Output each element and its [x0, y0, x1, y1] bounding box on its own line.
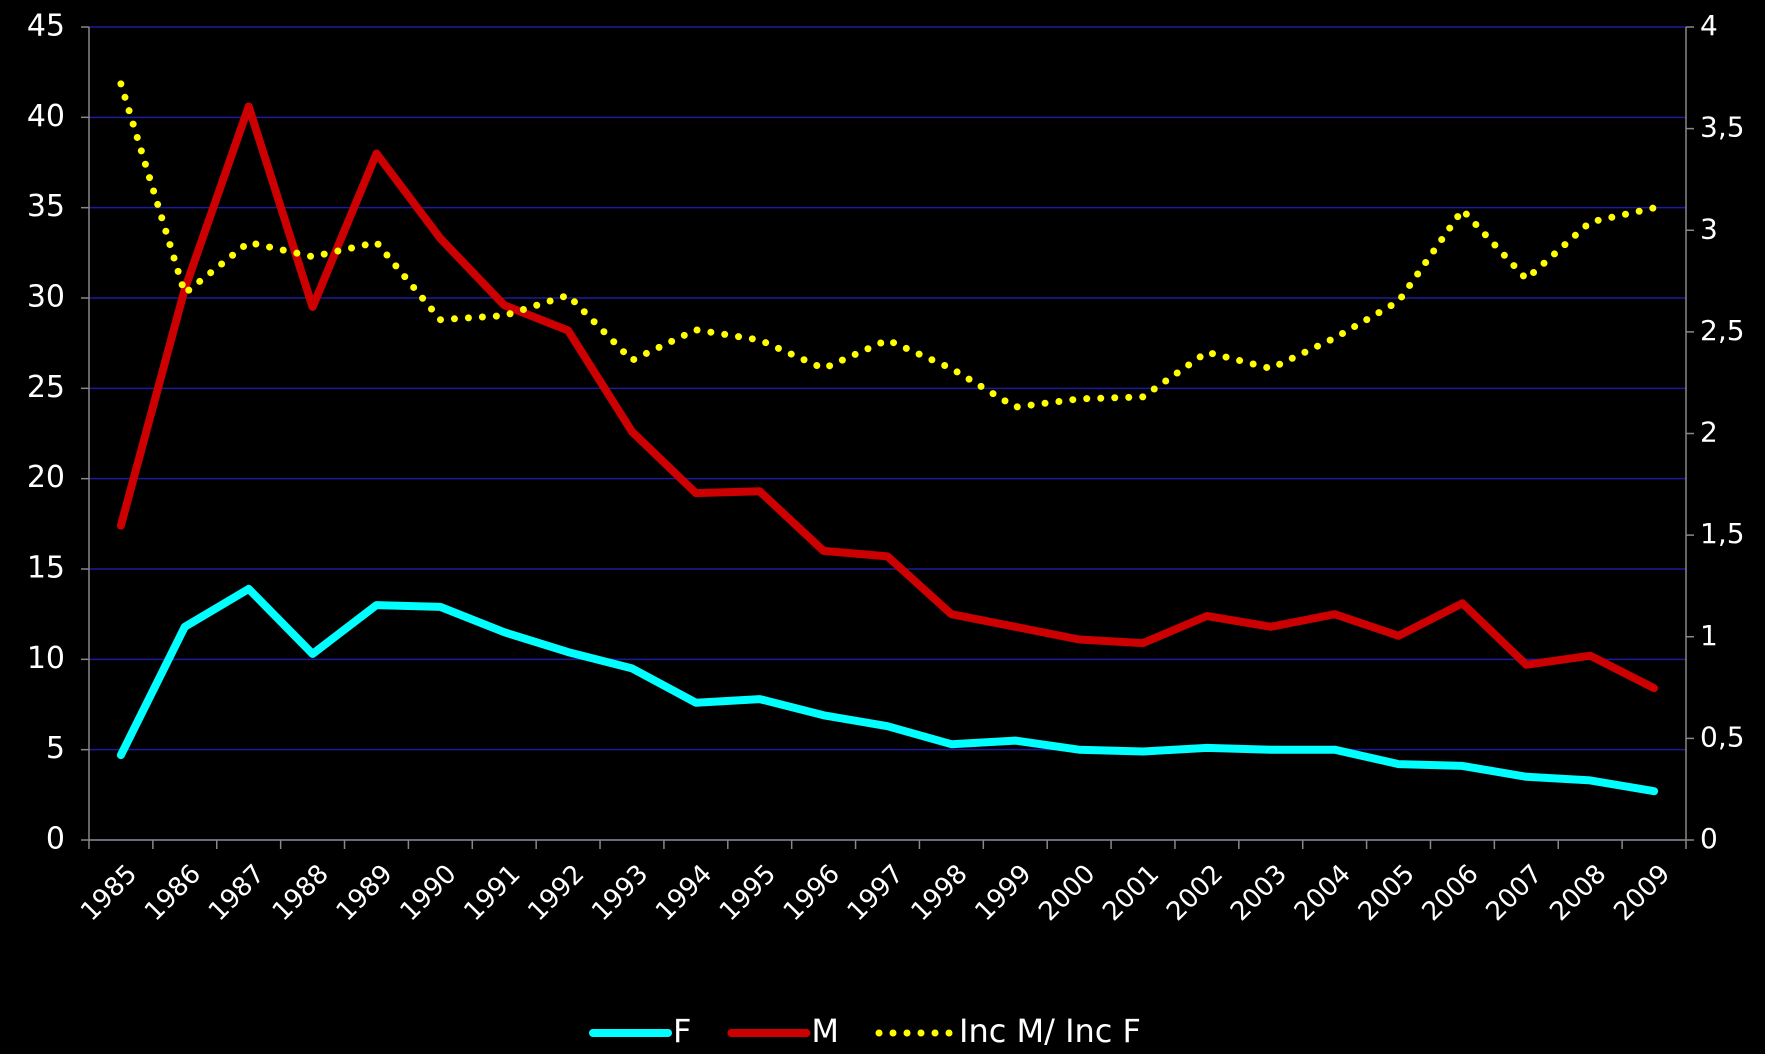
- y2-tick-label: 0: [1700, 822, 1718, 855]
- x-tick-label: 1999: [970, 859, 1038, 927]
- x-tick-label: 2008: [1544, 859, 1612, 927]
- x-tick-label: 1988: [267, 859, 335, 927]
- x-tick-label: 1995: [714, 859, 782, 927]
- y-tick-label: 0: [46, 822, 65, 857]
- x-tick-label: 2002: [1161, 859, 1229, 927]
- y2-tick-label: 1: [1700, 619, 1718, 652]
- y-tick-label: 5: [46, 731, 65, 766]
- series-line: [117, 80, 1658, 411]
- y-tick-label: 35: [27, 189, 65, 224]
- x-tick-label: 1985: [75, 859, 143, 927]
- series-line: [116, 102, 1659, 693]
- legend: F M Inc M/ Inc F: [589, 1012, 1141, 1050]
- x-tick-label: 2004: [1289, 859, 1357, 927]
- x-tick-label: 1993: [586, 859, 654, 927]
- y-tick-label: 40: [27, 99, 65, 134]
- x-tick-label: 2001: [1097, 859, 1165, 927]
- x-tick-label: 1992: [522, 859, 590, 927]
- x-tick-label: 2006: [1417, 859, 1485, 927]
- y-tick-label: 15: [27, 551, 65, 586]
- legend-label: Inc M/ Inc F: [959, 1012, 1141, 1050]
- x-tick-label: 2009: [1608, 859, 1676, 927]
- x-tick-label: 1989: [331, 859, 399, 927]
- x-tick-label: 2007: [1481, 859, 1549, 927]
- y2-tick-label: 4: [1700, 9, 1718, 42]
- x-tick-label: 2005: [1353, 859, 1421, 927]
- x-tick-label: 1994: [650, 859, 718, 927]
- y-tick-label: 25: [27, 370, 65, 405]
- y2-tick-label: 2,5: [1700, 314, 1745, 347]
- y-tick-label: 30: [27, 280, 65, 315]
- y-tick-label: 45: [27, 9, 65, 44]
- y2-tick-label: 1,5: [1700, 517, 1745, 550]
- y2-tick-label: 3,5: [1700, 111, 1745, 144]
- y2-tick-label: 2: [1700, 416, 1718, 449]
- y2-tick-label: 0,5: [1700, 720, 1745, 753]
- x-tick-label: 1986: [139, 859, 207, 927]
- x-tick-label: 1990: [395, 859, 463, 927]
- x-tick-label: 1997: [842, 859, 910, 927]
- x-tick-label: 1996: [778, 859, 846, 927]
- legend-label: F: [673, 1012, 691, 1050]
- y-tick-label: 20: [27, 460, 65, 495]
- series-line: [116, 584, 1659, 796]
- x-tick-label: 1991: [458, 859, 526, 927]
- x-tick-label: 1998: [906, 859, 974, 927]
- legend-label: M: [811, 1012, 839, 1050]
- x-tick-label: 2003: [1225, 859, 1293, 927]
- y-tick-label: 10: [27, 641, 65, 676]
- x-tick-label: 2000: [1033, 859, 1101, 927]
- y2-tick-label: 3: [1700, 212, 1718, 245]
- x-tick-label: 1987: [203, 859, 271, 927]
